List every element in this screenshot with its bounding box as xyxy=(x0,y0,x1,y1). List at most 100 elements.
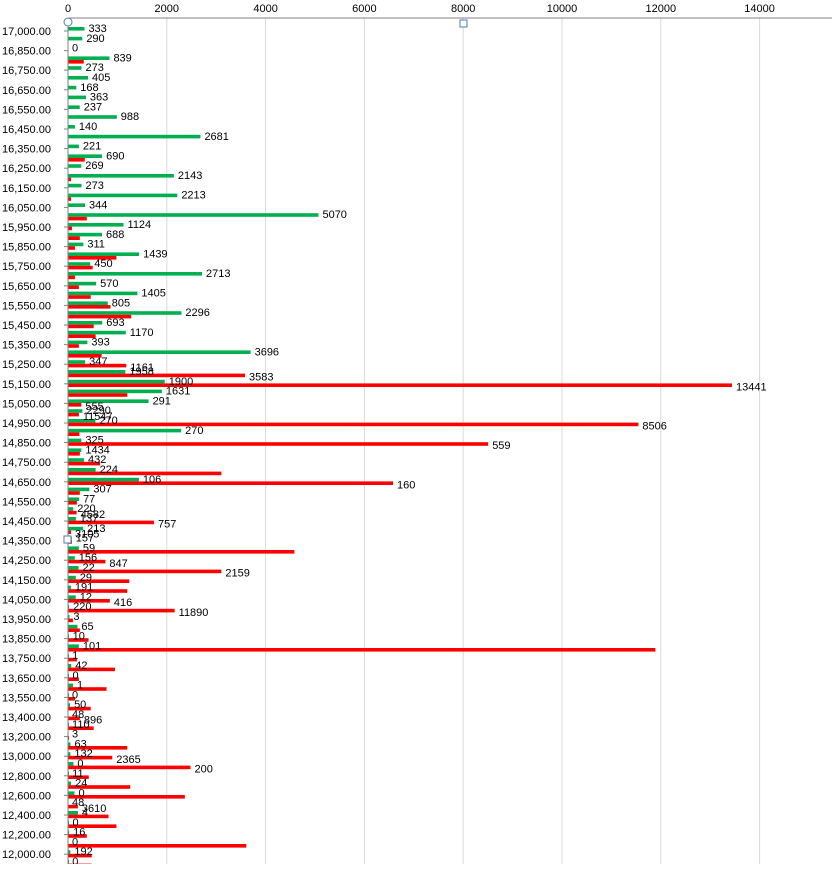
resize-handle-top[interactable] xyxy=(460,20,467,27)
y-tick-label: 16,550.00 xyxy=(2,104,51,116)
data-label: 273 xyxy=(85,180,103,192)
y-tick-label: 12,400.00 xyxy=(2,810,51,822)
resize-handle-left[interactable] xyxy=(64,536,71,543)
data-label: 200 xyxy=(195,764,213,776)
data-label: 393 xyxy=(91,337,109,349)
data-label: 2365 xyxy=(116,754,140,766)
y-tick-label: 16,350.00 xyxy=(2,144,51,156)
bars xyxy=(68,27,732,864)
green-bar xyxy=(68,644,79,648)
data-label: 2159 xyxy=(225,568,249,580)
y-tick-label: 15,550.00 xyxy=(2,300,51,312)
x-tick-label: 8000 xyxy=(451,3,475,15)
data-label: 693 xyxy=(106,317,124,329)
data-label: 3 xyxy=(73,611,79,623)
data-label: 688 xyxy=(106,229,124,241)
y-tick-label: 16,450.00 xyxy=(2,124,51,136)
data-label: 13441 xyxy=(736,381,767,393)
data-label: 450 xyxy=(94,258,112,270)
green-bar xyxy=(68,370,125,374)
data-label: 690 xyxy=(106,150,124,162)
data-label: 269 xyxy=(85,160,103,172)
y-tick-label: 14,950.00 xyxy=(2,418,51,430)
data-label: 270 xyxy=(99,415,117,427)
green-bar xyxy=(68,154,102,158)
y-tick-label: 14,350.00 xyxy=(2,536,51,548)
x-tick-label: 2000 xyxy=(155,3,179,15)
green-bar xyxy=(68,96,86,100)
y-tick-label: 15,850.00 xyxy=(2,242,51,254)
data-label: 1958 xyxy=(129,366,153,378)
red-bar xyxy=(68,550,294,554)
data-label: 1170 xyxy=(130,327,154,339)
gridlines xyxy=(167,18,760,864)
red-bar xyxy=(68,217,87,221)
red-bar xyxy=(68,403,81,407)
red-bar xyxy=(68,246,75,250)
data-label: 307 xyxy=(93,484,111,496)
data-label: 2713 xyxy=(206,268,230,280)
green-bar xyxy=(68,282,96,286)
data-label: 570 xyxy=(100,278,118,290)
y-tick-label: 13,650.00 xyxy=(2,673,51,685)
x-tick-label: 4000 xyxy=(253,3,277,15)
data-label: 291 xyxy=(153,395,171,407)
y-tick-label: 16,750.00 xyxy=(2,65,51,77)
green-bar xyxy=(68,115,117,119)
y-tick-label: 15,250.00 xyxy=(2,359,51,371)
y-tick-label: 14,150.00 xyxy=(2,575,51,587)
green-bar xyxy=(68,76,88,80)
data-label: 270 xyxy=(185,425,203,437)
y-tick-label: 13,950.00 xyxy=(2,614,51,626)
red-bar xyxy=(68,766,191,770)
green-bar xyxy=(68,292,137,296)
y-tick-label: 12,000.00 xyxy=(2,849,51,861)
red-bar xyxy=(68,158,85,162)
data-label: 4 xyxy=(82,807,88,819)
green-bar xyxy=(68,517,76,521)
red-bar xyxy=(68,442,488,446)
data-label: 311 xyxy=(87,239,105,251)
y-tick-label: 14,650.00 xyxy=(2,477,51,489)
data-label: 347 xyxy=(89,356,107,368)
green-bar xyxy=(68,105,80,109)
green-bar xyxy=(68,233,102,237)
green-bar xyxy=(68,174,174,178)
green-bar xyxy=(68,595,76,599)
data-label: 344 xyxy=(89,199,107,211)
green-bar xyxy=(68,252,139,256)
resize-handle-top-left[interactable] xyxy=(64,18,72,26)
green-bar xyxy=(68,213,318,217)
red-bar xyxy=(68,295,91,299)
data-label: 0 xyxy=(72,43,78,55)
green-bar xyxy=(68,164,81,168)
red-bar xyxy=(68,344,79,348)
y-tick-label: 13,550.00 xyxy=(2,692,51,704)
green-bar xyxy=(68,243,83,247)
green-bar xyxy=(68,145,79,149)
green-bar xyxy=(68,556,75,560)
y-tick-label: 15,350.00 xyxy=(2,340,51,352)
data-label: 2296 xyxy=(185,307,209,319)
green-bar xyxy=(68,66,81,70)
red-bar xyxy=(68,276,75,280)
y-tick-label: 14,750.00 xyxy=(2,457,51,469)
y-tick-label: 16,850.00 xyxy=(2,46,51,58)
y-tick-label: 12,200.00 xyxy=(2,830,51,842)
red-bar xyxy=(68,325,94,329)
x-tick-label: 0 xyxy=(65,3,71,15)
y-tick-label: 13,750.00 xyxy=(2,653,51,665)
data-label: 839 xyxy=(113,52,131,64)
green-bar xyxy=(68,478,139,482)
y-tick-label: 15,750.00 xyxy=(2,261,51,273)
green-bar xyxy=(68,497,79,501)
red-bar xyxy=(68,511,77,515)
y-tick-label: 14,850.00 xyxy=(2,438,51,450)
y-tick-label: 15,950.00 xyxy=(2,222,51,234)
x-tick-label: 6000 xyxy=(352,3,376,15)
green-bar xyxy=(68,429,181,433)
green-bar xyxy=(68,507,73,511)
green-bar xyxy=(68,576,76,580)
green-bar xyxy=(68,223,124,227)
